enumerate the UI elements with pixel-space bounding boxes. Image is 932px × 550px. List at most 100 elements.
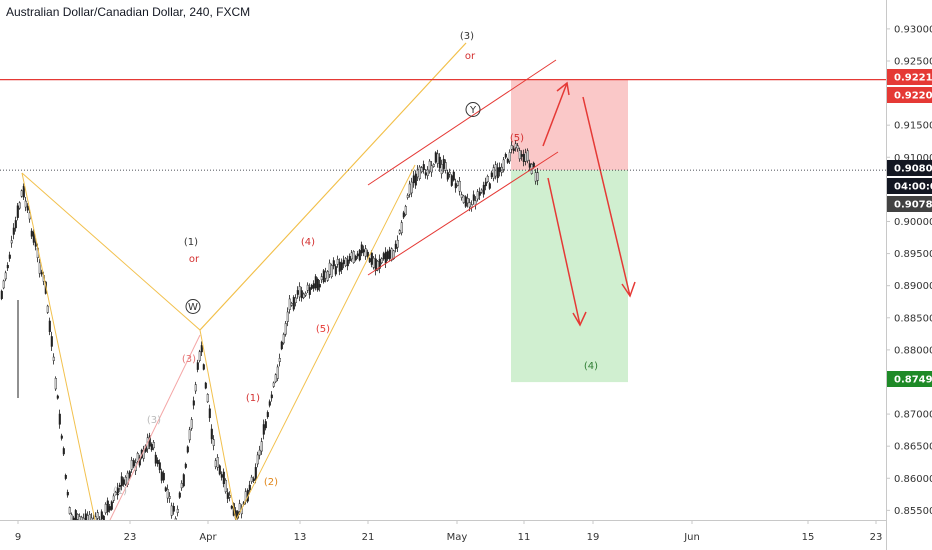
- wave-label: (4): [584, 361, 598, 372]
- candle-body: [10, 240, 13, 244]
- candle-body: [110, 501, 113, 510]
- candle-body: [156, 459, 159, 465]
- candle-body: [48, 320, 51, 332]
- candle-body: [282, 334, 285, 344]
- candle-body: [522, 154, 525, 162]
- candle-body: [482, 184, 485, 195]
- candle-body: [252, 478, 255, 482]
- candle-body: [304, 292, 307, 296]
- candle-body: [366, 251, 369, 257]
- candle-body: [486, 175, 489, 182]
- wave-label: or: [465, 51, 476, 62]
- time-axis-bg: [0, 520, 886, 550]
- x-tick-label: 11: [518, 532, 531, 543]
- candle-body: [362, 249, 365, 253]
- candle-body: [14, 220, 17, 229]
- candle-body: [402, 212, 405, 218]
- candle-body: [404, 206, 407, 215]
- candle-body: [12, 227, 15, 235]
- candle-body: [386, 251, 389, 260]
- candle-body: [424, 172, 427, 176]
- candle-body: [206, 394, 209, 403]
- candle-body: [528, 163, 531, 168]
- candle-body: [326, 271, 329, 281]
- candle-body: [514, 143, 517, 148]
- candle-body: [170, 505, 173, 516]
- candle-body: [218, 465, 221, 475]
- candle-body: [22, 186, 25, 198]
- price-badge: [887, 371, 932, 387]
- candle-body: [238, 503, 241, 512]
- candle-body: [408, 183, 411, 195]
- price-badge: [887, 196, 932, 212]
- candle-body: [462, 195, 465, 203]
- arrow-up-head: [556, 81, 570, 96]
- candle-body: [358, 250, 361, 261]
- candle-body: [492, 167, 495, 179]
- candle-body: [440, 164, 443, 175]
- y-tick-label: 0.86000: [894, 474, 932, 485]
- candle-body: [430, 165, 433, 173]
- y-tick-label: 0.93000: [894, 24, 932, 35]
- wave-label: Y: [469, 105, 477, 116]
- candle-body: [438, 156, 441, 169]
- wave-label: (5): [316, 324, 330, 335]
- wave-label: (3): [147, 415, 161, 426]
- candle-body: [432, 164, 435, 167]
- candle-body: [454, 183, 457, 189]
- candle-body: [264, 421, 267, 429]
- candle-body: [524, 152, 527, 162]
- candle-body: [180, 483, 183, 489]
- x-tick-label: 19: [587, 532, 600, 543]
- candle-body: [336, 259, 339, 265]
- y-tick-label: 0.90000: [894, 217, 932, 228]
- candle-body: [294, 297, 297, 304]
- candle-body: [106, 500, 109, 513]
- candle-body: [474, 200, 477, 206]
- wave-label: (1): [246, 393, 260, 404]
- candle-body: [32, 231, 35, 243]
- wave-label: (3): [460, 31, 474, 42]
- candle-body: [344, 258, 347, 266]
- candle-body: [434, 152, 437, 163]
- candle-body: [130, 459, 133, 470]
- candle-body: [230, 505, 233, 509]
- wave-label: (5): [510, 133, 524, 144]
- candle-body: [352, 251, 355, 263]
- candle-body: [274, 374, 277, 383]
- candle-body: [520, 154, 523, 157]
- candle-body: [478, 191, 481, 196]
- candle-body: [216, 457, 219, 468]
- candle-body: [0, 290, 3, 299]
- candle-body: [76, 514, 79, 520]
- candle-body: [126, 472, 129, 485]
- x-tick-label: 23: [124, 532, 137, 543]
- candle-body: [360, 244, 363, 254]
- candle-body: [40, 271, 43, 275]
- candle-body: [484, 181, 487, 187]
- candle-body: [468, 202, 471, 208]
- candle-body: [378, 258, 381, 269]
- candle-body: [266, 412, 269, 418]
- candle-body: [508, 152, 511, 162]
- candle-body: [340, 262, 343, 271]
- candle-body: [254, 467, 257, 480]
- x-tick-label: Apr: [199, 532, 217, 543]
- arrow-down-left-head: [572, 311, 587, 327]
- x-tick-label: May: [447, 532, 468, 543]
- wave-label: (3): [182, 354, 196, 365]
- candle-body: [182, 474, 185, 487]
- candle-body: [164, 487, 167, 491]
- candle-body: [208, 408, 211, 419]
- candle-body: [318, 284, 321, 288]
- candle-body: [60, 435, 63, 439]
- candle-body: [356, 253, 359, 257]
- candle-body: [330, 265, 333, 277]
- candle-body: [158, 462, 161, 471]
- candle-body: [196, 362, 199, 370]
- wave-left-leg: [21, 172, 96, 521]
- candle-body: [2, 280, 5, 289]
- candle-body: [510, 145, 513, 150]
